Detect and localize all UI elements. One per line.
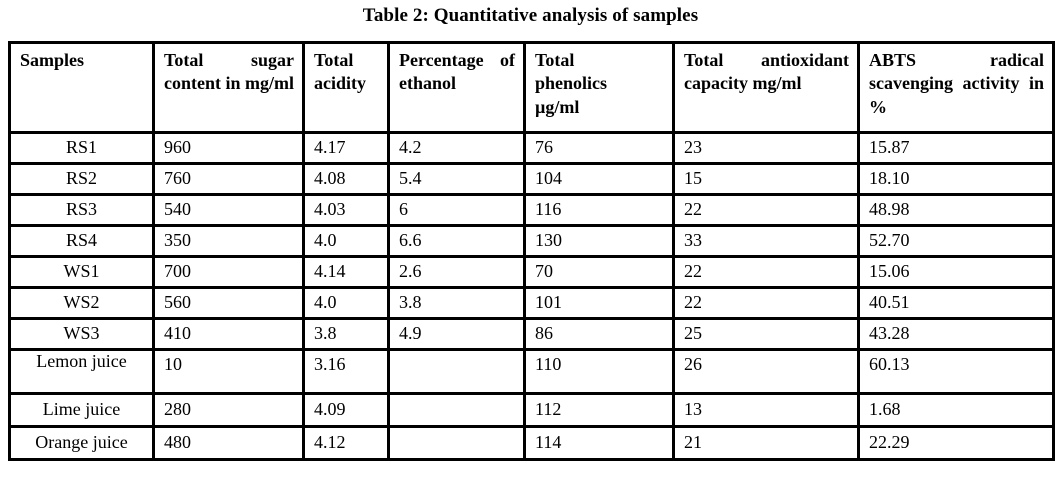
table-head: Samples Total sugar content in mg/ml Total… [8,41,1055,134]
table-row: WS1 700 4.14 2.6 70 22 15.06 [8,255,1055,289]
sample-cell: WS3 [8,317,155,351]
value-cell: 3.8 [387,286,526,320]
value-cell: 2.6 [387,255,526,289]
value-cell: 4.09 [302,392,390,428]
sample-cell: Lime juice [8,392,155,428]
value-cell: 110 [523,348,675,395]
value-cell: 13 [672,392,860,428]
value-cell: 76 [523,131,675,165]
table-row: Lemon juice 10 3.16 110 26 60.13 [8,348,1055,395]
column-header-5: Total antioxidant capacity mg/ml [672,41,860,134]
value-cell: 15 [672,162,860,196]
table-caption: Table 2: Quantitative analysis of sample… [362,5,699,26]
table-row: RS4 350 4.0 6.6 130 33 52.70 [8,224,1055,258]
value-cell: 1.68 [857,392,1055,428]
value-cell: 130 [523,224,675,258]
sample-cell: Orange juice [8,425,155,461]
value-cell: 280 [152,392,305,428]
header-row: Samples Total sugar content in mg/ml Total… [8,41,1055,134]
value-cell: 116 [523,193,675,227]
value-cell: 4.08 [302,162,390,196]
value-cell: 22.29 [857,425,1055,461]
value-cell: 4.12 [302,425,390,461]
table-row: RS3 540 4.03 6 116 22 48.98 [8,193,1055,227]
value-cell: 23 [672,131,860,165]
value-cell: 4.17 [302,131,390,165]
value-cell: 6.6 [387,224,526,258]
value-cell: 3.16 [302,348,390,395]
sample-cell: RS1 [8,131,155,165]
table-body: RS1 960 4.17 4.2 76 23 15.87 RS2 760 4.08 5.4 104 15… [8,131,1055,461]
table-row: Lime juice 280 4.09 112 13 1.68 [8,392,1055,428]
value-cell: 22 [672,255,860,289]
value-cell: 52.70 [857,224,1055,258]
value-cell: 540 [152,193,305,227]
value-cell: 15.87 [857,131,1055,165]
value-cell: 112 [523,392,675,428]
value-cell: 6 [387,193,526,227]
value-cell: 70 [523,255,675,289]
sample-cell: WS2 [8,286,155,320]
column-header-3: Percentage of ethanol [387,41,526,134]
column-header-0: Samples [8,41,155,134]
value-cell: 4.9 [387,317,526,351]
column-header-4: Total phenolics µg/ml [523,41,675,134]
value-cell: 22 [672,193,860,227]
value-cell: 350 [152,224,305,258]
table-row: RS2 760 4.08 5.4 104 15 18.10 [8,162,1055,196]
value-cell: 48.98 [857,193,1055,227]
table-row: WS2 560 4.0 3.8 101 22 40.51 [8,286,1055,320]
quantitative-analysis-table: Samples Total sugar content in mg/ml Total… [8,41,1055,461]
value-cell: 21 [672,425,860,461]
value-cell: 4.0 [302,286,390,320]
value-cell: 114 [523,425,675,461]
column-header-6: ABTS radical scavenging activity in % [857,41,1055,134]
column-header-1: Total sugar content in mg/ml [152,41,305,134]
value-cell: 3.8 [302,317,390,351]
table-row: Orange juice 480 4.12 114 21 22.29 [8,425,1055,461]
value-cell: 560 [152,286,305,320]
sample-cell: RS3 [8,193,155,227]
sample-cell: RS4 [8,224,155,258]
value-cell: 25 [672,317,860,351]
value-cell: 86 [523,317,675,351]
value-cell [387,348,526,395]
value-cell [387,392,526,428]
value-cell: 760 [152,162,305,196]
value-cell: 104 [523,162,675,196]
sample-cell: WS1 [8,255,155,289]
value-cell: 15.06 [857,255,1055,289]
value-cell: 4.14 [302,255,390,289]
table-row: RS1 960 4.17 4.2 76 23 15.87 [8,131,1055,165]
value-cell: 960 [152,131,305,165]
value-cell: 480 [152,425,305,461]
value-cell: 22 [672,286,860,320]
value-cell: 40.51 [857,286,1055,320]
value-cell: 5.4 [387,162,526,196]
value-cell: 4.0 [302,224,390,258]
value-cell: 60.13 [857,348,1055,395]
value-cell: 33 [672,224,860,258]
value-cell: 4.03 [302,193,390,227]
value-cell: 18.10 [857,162,1055,196]
sample-cell: Lemon juice [8,348,155,395]
value-cell: 700 [152,255,305,289]
value-cell: 410 [152,317,305,351]
value-cell: 43.28 [857,317,1055,351]
value-cell [387,425,526,461]
column-header-2: Total acidity [302,41,390,134]
table-row: WS3 410 3.8 4.9 86 25 43.28 [8,317,1055,351]
sample-cell: RS2 [8,162,155,196]
value-cell: 10 [152,348,305,395]
value-cell: 26 [672,348,860,395]
value-cell: 4.2 [387,131,526,165]
value-cell: 101 [523,286,675,320]
